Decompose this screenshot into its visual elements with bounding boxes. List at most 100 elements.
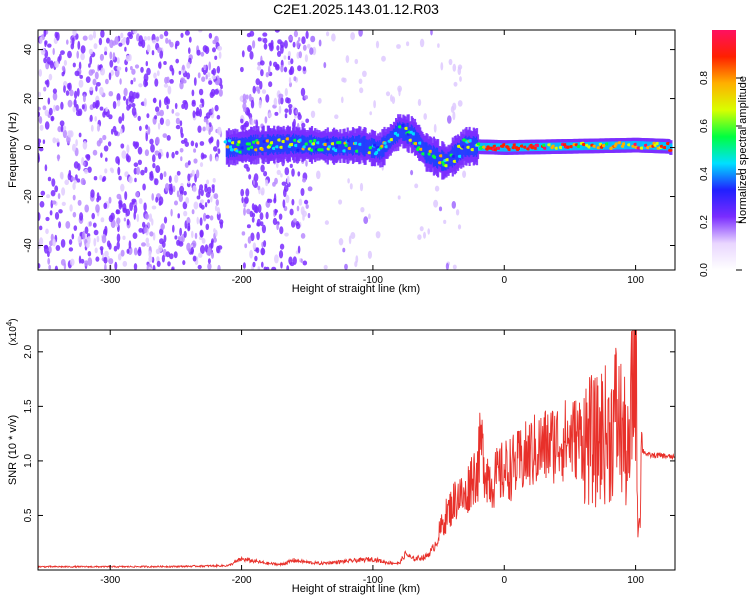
spectrogram-noise-dot	[57, 126, 62, 133]
spectrogram-noise-dot	[73, 161, 79, 169]
spectrogram-noise-dot	[176, 170, 181, 176]
spectrogram-noise-dot	[182, 201, 188, 210]
spectrogram-noise-dot	[272, 181, 276, 187]
spectrogram-noise-dot	[196, 216, 199, 225]
spectrogram-noise-dot	[307, 186, 313, 192]
spectrogram-noise-dot	[217, 126, 222, 135]
spectrogram-noise-dot	[96, 140, 102, 147]
spectrogram-noise-dot	[261, 89, 267, 94]
spectrogram-peak	[265, 139, 270, 143]
spectrogram-noise-dot	[438, 206, 443, 212]
spectrogram-noise-dot	[269, 60, 272, 67]
spectrogram-noise-dot	[274, 208, 278, 216]
spectrogram-noise-dot	[133, 204, 138, 214]
spectrogram-noise-dot	[269, 43, 274, 52]
spectrogram-noise-dot	[96, 100, 100, 108]
spectrogram-noise-dot	[165, 118, 171, 127]
spectrogram-noise-dot	[295, 109, 298, 115]
spectrogram-noise-dot	[334, 114, 339, 119]
spectrogram-noise-dot	[309, 47, 314, 55]
spectrogram-noise-dot	[47, 97, 51, 105]
spectrogram-noise-dot	[100, 152, 103, 158]
spectrogram-noise-dot	[132, 232, 138, 239]
spectrogram-noise-dot	[457, 224, 462, 230]
spectrogram-peak	[668, 148, 673, 152]
spectrogram-noise-dot	[273, 193, 277, 203]
spectrogram-noise-dot	[48, 264, 52, 270]
spectrogram-y-ticks: -40 -20 0 20 40	[23, 44, 675, 253]
spectrogram-noise-dot	[155, 106, 160, 113]
spectrogram-noise-dot	[39, 201, 45, 208]
spectrogram-peak	[298, 138, 303, 142]
spectrogram-noise-dot	[129, 90, 134, 100]
spectrogram-noise-dot	[443, 219, 447, 224]
spectrogram-noise-dot	[193, 148, 197, 153]
spectrogram-noise-dot	[125, 36, 130, 46]
spectrogram-noise-dot	[423, 113, 428, 120]
spectrogram-noise-dot	[197, 264, 202, 270]
spectrogram-noise-dot	[144, 149, 149, 157]
spectrogram-noise-dot	[209, 215, 214, 221]
snr-panel: -300 -200 -100 0 100 0.5 1.0 1.5 2.0 Height of …	[5, 318, 676, 595]
spectrogram-noise-dot	[67, 83, 71, 90]
spectrogram-noise-dot	[45, 216, 50, 222]
spectrogram-noise-dot	[192, 255, 197, 262]
spectrogram-noise-dot	[38, 111, 41, 117]
spectrogram-y-tick-label: 0	[23, 144, 34, 150]
spectrogram-noise-dot	[146, 113, 150, 119]
spectrogram-noise-dot	[445, 262, 449, 270]
spectrogram-noise-dot	[166, 151, 169, 159]
spectrogram-noise-dot	[60, 101, 64, 110]
spectrogram-noise-dot	[72, 106, 76, 113]
spectrogram-noise-dot	[259, 221, 264, 227]
spectrogram-noise-dot	[174, 102, 178, 110]
spectrogram-noise-dot	[135, 191, 140, 198]
spectrogram-noise-dot	[291, 198, 295, 206]
spectrogram-noise-dot	[59, 120, 65, 127]
spectrogram-noise-dot	[149, 231, 154, 237]
spectrogram-noise-dot	[453, 81, 458, 87]
spectrogram-noise-dot	[304, 199, 309, 205]
spectrogram-noise-dot	[166, 104, 169, 110]
spectrogram-noise-dot	[217, 45, 223, 51]
spectrogram-noise-dot	[54, 60, 59, 68]
spectrogram-noise-dot	[38, 69, 42, 77]
spectrogram-noise-dot	[100, 67, 105, 76]
spectrogram-noise-dot	[96, 124, 100, 132]
spectrogram-noise-dot	[253, 173, 259, 182]
spectrogram-noise-dot	[69, 89, 74, 97]
spectrogram-noise-dot	[267, 198, 270, 203]
snr-x-ticks: -300 -200 -100 0 100	[100, 330, 644, 586]
spectrogram-noise-dot	[200, 204, 205, 210]
spectrogram-noise-dot	[448, 58, 453, 66]
spectrogram-noise-dot	[284, 167, 290, 176]
spectrogram-noise-dot	[219, 221, 223, 229]
spectrogram-noise-dot	[119, 128, 123, 135]
spectrogram-noise-dot	[305, 30, 309, 39]
spectrogram-noise-dot	[57, 154, 60, 162]
spectrogram-noise-dot	[257, 266, 261, 270]
spectrogram-noise-dot	[114, 130, 118, 136]
spectrogram-noise-dot	[65, 221, 71, 229]
spectrogram-noise-dot	[207, 263, 212, 270]
spectrogram-noise-dot	[210, 196, 213, 203]
spectrogram-noise-dot	[247, 45, 252, 52]
spectrogram-peak	[275, 145, 280, 149]
spectrogram-noise-dot	[212, 47, 216, 53]
spectrogram-noise-dot	[249, 51, 254, 60]
spectrogram-noise-dot	[84, 168, 89, 174]
spectrogram-noise-dot	[457, 100, 463, 107]
spectrogram-noise-dot	[87, 257, 93, 266]
spectrogram-noise-dot	[84, 226, 89, 234]
spectrogram-noise-dot	[94, 247, 98, 254]
spectrogram-noise-dot	[155, 36, 160, 42]
spectrogram-noise-dot	[305, 160, 308, 167]
spectrogram-noise-dot	[84, 260, 89, 267]
spectrogram-noise-dot	[137, 146, 143, 155]
spectrogram-noise-dot	[90, 189, 95, 198]
spectrogram-noise-dot	[390, 94, 393, 102]
spectrogram-noise-dot	[124, 191, 128, 201]
spectrogram-noise-dot	[153, 72, 157, 79]
spectrogram-noise-dot	[58, 221, 62, 229]
spectrogram-noise-dot	[256, 231, 260, 241]
